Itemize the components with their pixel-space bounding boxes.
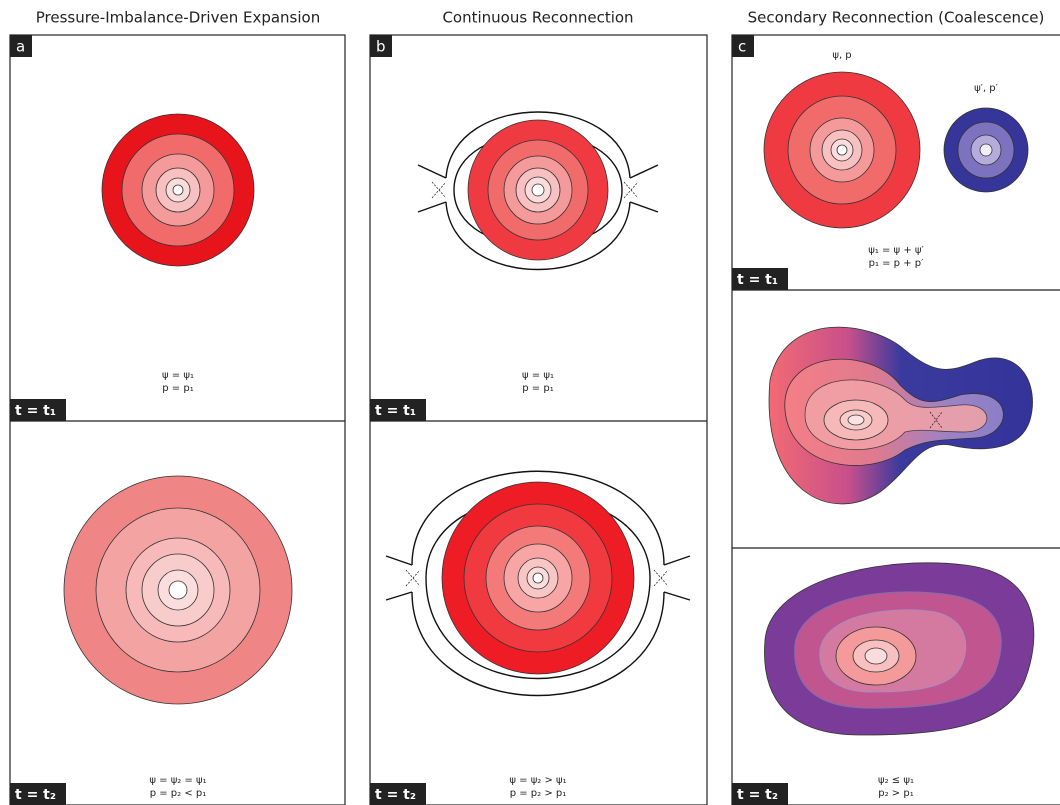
equation: ψ = ψ₁ [162, 370, 194, 381]
flux-rope-c3 [764, 563, 1033, 735]
equation: ψ₂ ≤ ψ₁ [878, 775, 914, 786]
panel-label: b [376, 38, 386, 56]
flux-rope-b2 [386, 471, 690, 695]
flux-ropes-c1 [764, 72, 1028, 228]
time-label: t = t₂ [375, 787, 416, 803]
equation: p = p₁ [522, 383, 553, 394]
flux-rope-a1 [102, 114, 254, 266]
column-title: Continuous Reconnection [442, 9, 633, 27]
titles: Pressure-Imbalance-Driven Expansion Cont… [36, 9, 1045, 27]
time-label: t = t₁ [15, 403, 56, 419]
time-label: t = t₁ [737, 272, 778, 288]
time-label: t = t₂ [15, 787, 56, 803]
time-label: t = t₁ [375, 403, 416, 419]
equation: ψ = ψ₂ > ψ₁ [509, 775, 566, 786]
equation: p = p₂ < p₁ [150, 788, 207, 799]
annotation: ψ, p [832, 50, 851, 61]
figure: Pressure-Imbalance-Driven Expansion Cont… [0, 0, 1060, 805]
equation: ψ = ψ₁ [522, 370, 554, 381]
panel-label: c [738, 38, 746, 56]
flux-rope-a2 [64, 476, 292, 704]
equation: p = p₂ > p₁ [510, 788, 567, 799]
equation: p = p₁ [162, 383, 193, 394]
equation: p₁ = p + p′ [869, 258, 925, 269]
equation: p₂ > p₁ [878, 788, 913, 799]
flux-ropes-c2 [769, 327, 1032, 504]
column-title: Secondary Reconnection (Coalescence) [748, 9, 1045, 27]
flux-rope-b1 [418, 112, 658, 270]
equation: ψ = ψ₂ = ψ₁ [149, 775, 206, 786]
panel-label: a [16, 38, 25, 56]
equation: ψ₁ = ψ + ψ′ [868, 245, 924, 256]
column-title: Pressure-Imbalance-Driven Expansion [36, 9, 320, 27]
time-label: t = t₂ [737, 787, 778, 803]
annotation: ψ′, p′ [974, 83, 999, 94]
